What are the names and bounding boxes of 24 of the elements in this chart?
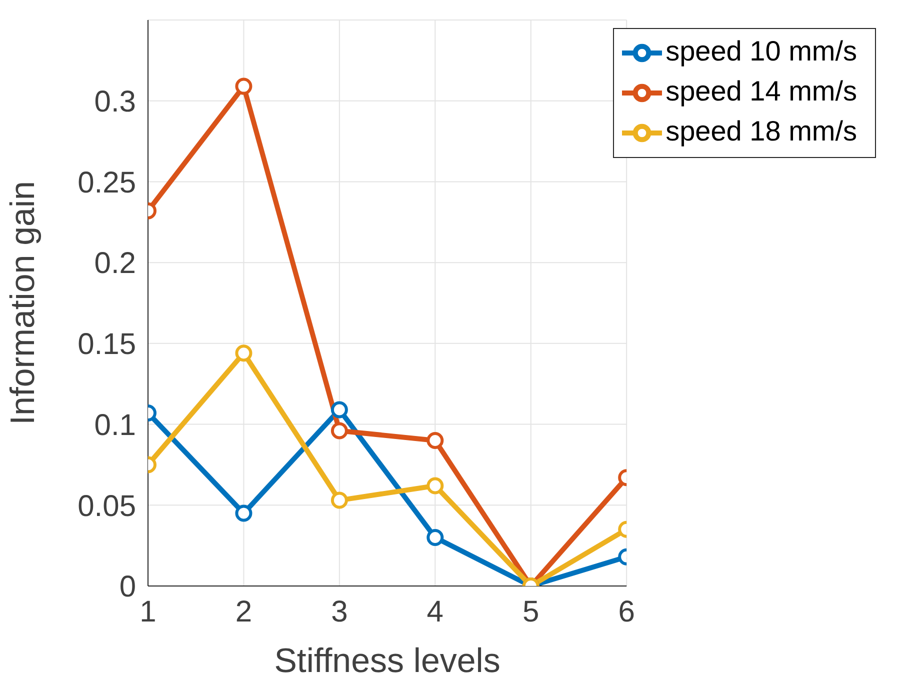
x-tick-label: 1 (140, 595, 156, 628)
point (330, 492, 348, 509)
x-tick-label: 4 (426, 595, 444, 628)
point (330, 422, 348, 440)
y-tick-label: 0.3 (94, 86, 136, 119)
y-tick-label: 0.15 (78, 328, 136, 362)
y-tick-label: 0 (119, 570, 136, 604)
legend-label: speed 18 mm/s (666, 115, 857, 146)
x-tick-label: 2 (235, 595, 252, 628)
y-tick-label: 0.1 (94, 408, 136, 442)
y-tick-label: 0.25 (78, 166, 136, 200)
y-tick-label: 0.2 (94, 247, 136, 280)
x-tick-label: 5 (522, 595, 540, 628)
legend-label: speed 10 mm/s (666, 35, 857, 66)
x-tick-label: 6 (618, 595, 635, 628)
x-tick-label: 3 (331, 595, 348, 628)
y-axis-title: Information gain (4, 181, 42, 425)
legend-label: speed 14 mm/s (666, 75, 857, 106)
y-tick-label: 0.05 (78, 490, 136, 523)
point (426, 477, 444, 494)
x-axis-title: Stiffness levels (274, 642, 500, 680)
point (330, 401, 348, 418)
point (426, 432, 444, 449)
point (426, 528, 444, 546)
